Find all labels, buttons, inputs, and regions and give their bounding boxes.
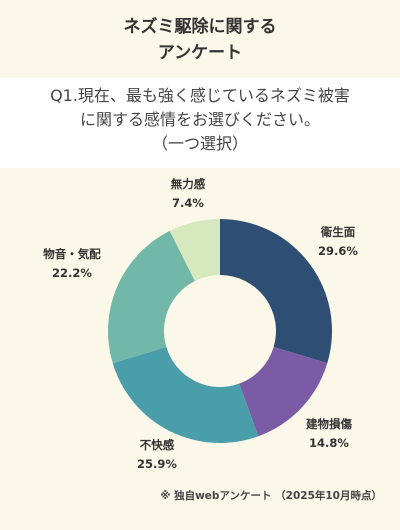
title-line-1: ネズミ駆除に関する <box>123 17 277 37</box>
slice-value-4: 22.2% <box>52 266 92 280</box>
title-line-2: アンケート <box>157 43 243 63</box>
slice-value-2: 14.8% <box>309 436 349 450</box>
question-line-1: Q1.現在、最も強く感じているネズミ被害 <box>50 86 350 105</box>
chart-title: ネズミ駆除に関する アンケート <box>0 14 400 66</box>
donut-slice-3 <box>112 347 259 443</box>
slice-value-5: 7.4% <box>172 196 204 210</box>
slice-label-4: 物音・気配 <box>43 247 101 261</box>
question-line-2: に関する感情をお選びください。 <box>79 110 320 129</box>
slice-label-3: 不快感 <box>140 438 175 452</box>
donut-slice-2 <box>239 347 328 437</box>
slice-value-1: 29.6% <box>318 244 358 258</box>
question-line-3: （一つ選択） <box>151 134 248 153</box>
donut-slice-5 <box>169 219 220 281</box>
footnote: ※ 独自webアンケート （2025年10月時点） <box>160 490 382 502</box>
question-box <box>0 78 400 168</box>
question-text: Q1.現在、最も強く感じているネズミ被害 に関する感情をお選びください。 （一つ… <box>0 84 400 156</box>
slice-label-1: 衛生面 <box>320 225 356 239</box>
slice-value-3: 25.9% <box>137 457 177 471</box>
slice-label-5: 無力感 <box>171 177 206 191</box>
donut-slice-4 <box>108 230 195 364</box>
slice-label-2: 建物損傷 <box>306 417 352 431</box>
donut-slice-1 <box>220 219 332 364</box>
